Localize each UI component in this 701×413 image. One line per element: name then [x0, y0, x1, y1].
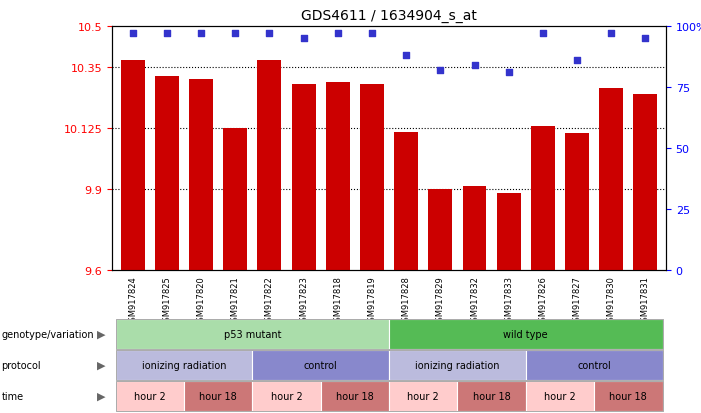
Text: p53 mutant: p53 mutant — [224, 329, 281, 339]
Text: hour 2: hour 2 — [134, 391, 165, 401]
Text: control: control — [304, 360, 338, 370]
Text: hour 2: hour 2 — [407, 391, 439, 401]
Text: hour 18: hour 18 — [609, 391, 647, 401]
Point — [435, 67, 446, 74]
Bar — [292, 85, 315, 271]
Bar — [155, 77, 179, 271]
Text: genotype/variation: genotype/variation — [1, 329, 94, 339]
Point — [537, 31, 548, 38]
Point — [367, 31, 378, 38]
Text: hour 2: hour 2 — [544, 391, 576, 401]
Point — [332, 31, 343, 38]
Text: hour 18: hour 18 — [199, 391, 237, 401]
Bar — [189, 80, 213, 271]
Title: GDS4611 / 1634904_s_at: GDS4611 / 1634904_s_at — [301, 9, 477, 23]
Text: hour 2: hour 2 — [271, 391, 302, 401]
Text: ▶: ▶ — [97, 391, 105, 401]
Text: ▶: ▶ — [97, 329, 105, 339]
Bar — [531, 127, 555, 271]
Text: hour 18: hour 18 — [472, 391, 510, 401]
Point — [400, 53, 411, 59]
Bar — [497, 193, 521, 271]
Text: hour 18: hour 18 — [336, 391, 374, 401]
Bar — [428, 189, 452, 271]
Bar — [326, 82, 350, 271]
Point — [264, 31, 275, 38]
Text: protocol: protocol — [1, 360, 41, 370]
Point — [503, 70, 515, 76]
Text: ionizing radiation: ionizing radiation — [142, 360, 226, 370]
Point — [606, 31, 617, 38]
Text: control: control — [578, 360, 611, 370]
Point — [571, 58, 583, 64]
Text: wild type: wild type — [503, 329, 548, 339]
Bar — [121, 61, 144, 271]
Bar — [565, 134, 589, 271]
Text: ▶: ▶ — [97, 360, 105, 370]
Bar — [223, 128, 247, 271]
Bar — [599, 89, 623, 271]
Point — [298, 36, 309, 43]
Text: time: time — [1, 391, 24, 401]
Bar — [634, 95, 658, 271]
Bar — [360, 85, 384, 271]
Bar — [463, 187, 486, 271]
Point — [127, 31, 138, 38]
Bar — [257, 61, 281, 271]
Point — [230, 31, 241, 38]
Point — [161, 31, 172, 38]
Point — [196, 31, 207, 38]
Bar — [394, 133, 418, 271]
Text: ionizing radiation: ionizing radiation — [415, 360, 500, 370]
Point — [640, 36, 651, 43]
Point — [469, 62, 480, 69]
